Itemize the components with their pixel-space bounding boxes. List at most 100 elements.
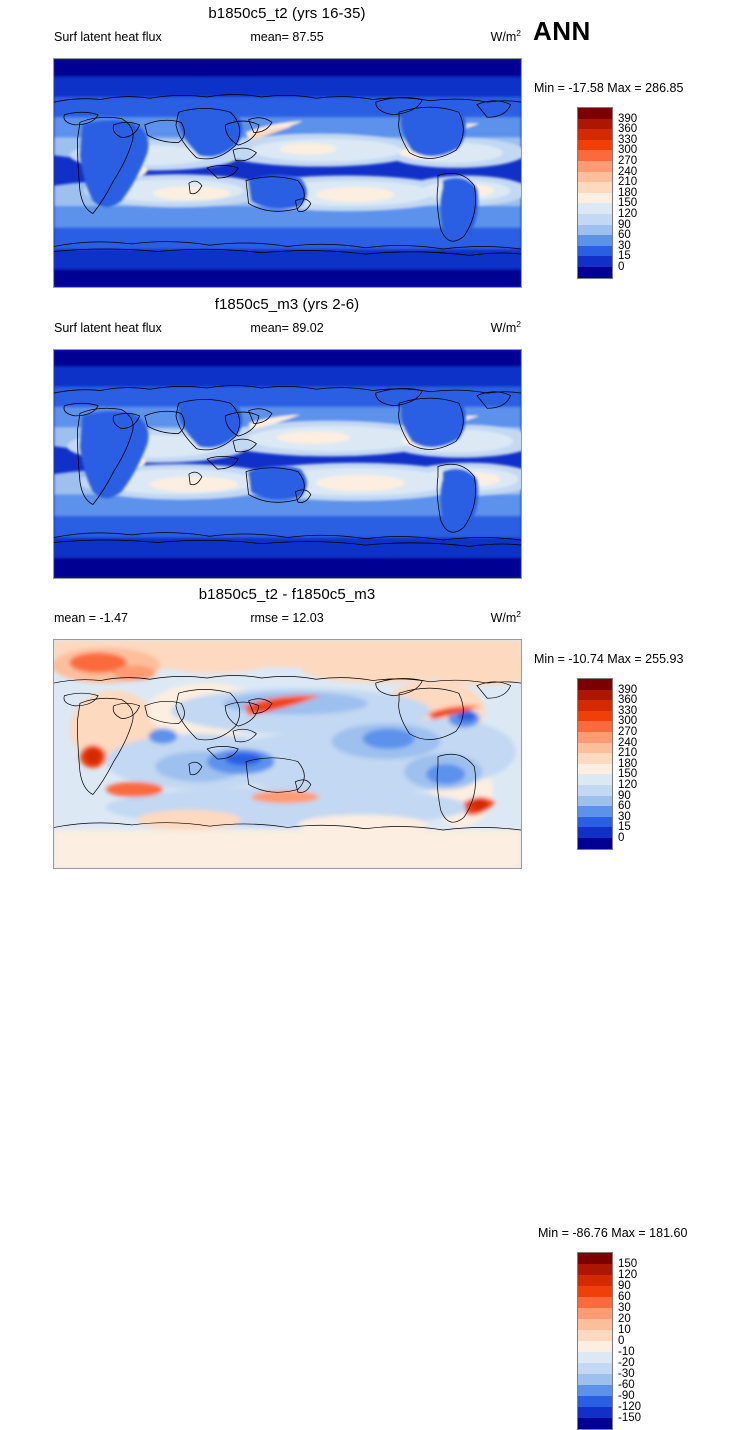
colorbar-band: 150 <box>577 192 637 209</box>
colorbar-tick-label: 210 <box>618 747 638 760</box>
map-svg <box>54 59 521 287</box>
colorbar-band: 30 <box>577 806 631 823</box>
colorbar-tick-label: 15 <box>618 250 631 263</box>
colorbar-tick-label: 300 <box>618 715 638 728</box>
colorbar-tick-label: 360 <box>618 694 638 707</box>
colorbar-band: 90 <box>577 213 631 231</box>
colorbar-tick-label: 90 <box>618 789 631 802</box>
colorbar-band: 270 <box>577 721 637 738</box>
map-canvas-panel-3 <box>53 639 522 869</box>
colorbar-band: 240 <box>577 160 637 178</box>
colorbar-tick-label: -150 <box>618 1412 642 1424</box>
colorbar-tick-label: 300 <box>618 144 638 157</box>
units-label: W/m2 <box>490 27 521 44</box>
colorbar-band: 15 <box>577 816 631 833</box>
colorbar-band: 120 <box>577 774 637 791</box>
colorbar-band: -90 <box>577 1385 635 1402</box>
colorbar-band: -120 <box>577 1396 641 1413</box>
colorbar-tick-label: 60 <box>618 229 631 242</box>
map-svg <box>54 350 521 578</box>
colorbar-tick-label: 15 <box>618 821 631 834</box>
colorbar-tick-label: 0 <box>618 260 625 273</box>
colorbar-band: 300 <box>577 139 637 156</box>
colorbar-tick-label: 150 <box>618 768 638 781</box>
colorbar-band: 360 <box>577 689 637 706</box>
mean-label: mean= 87.55 <box>250 30 324 44</box>
colorbar-band: -150 <box>577 1407 641 1424</box>
panel-difference: b1850c5_t2 - f1850c5_m3 mean = -1.47 rms… <box>0 581 733 1430</box>
colorbar-band: 60 <box>577 224 631 241</box>
colorbar-band: 0 <box>577 827 624 844</box>
colorbar-band: 210 <box>577 742 637 759</box>
colorbar-band: 0 <box>577 256 624 273</box>
colorbar-band: 60 <box>577 1286 631 1303</box>
colorbar-band <box>577 1418 613 1430</box>
colorbar-panel-3[interactable]: 150 120 90 60 30 20 10 0 -10 -20 -30 -60 -90 -120 -150 <box>577 1252 641 1430</box>
colorbar-band: 120 <box>577 203 637 220</box>
colorbar-band: 300 <box>577 710 637 727</box>
colorbar-band: 60 <box>577 795 631 812</box>
panel-f1850c5-m3: f1850c5_m3 (yrs 2-6) Surf latent heat fl… <box>0 291 733 850</box>
map-canvas-panel-2 <box>53 349 522 579</box>
colorbar-band: 150 <box>577 763 637 780</box>
colorbar-tick-label: 390 <box>618 683 638 696</box>
colorbar-band: 10 <box>577 1319 631 1336</box>
colorbar-band: 390 <box>577 107 637 125</box>
colorbar-band: -60 <box>577 1374 635 1391</box>
colorbar-band: 240 <box>577 731 637 749</box>
colorbar-band: 0 <box>577 1330 624 1347</box>
minmax-label: Min = -10.74 Max = 255.93 <box>534 652 684 666</box>
colorbar-panel-1[interactable]: 390 360 330 300 270 240 210 180 150 120 90 60 30 15 0 <box>577 107 637 279</box>
colorbar-tick-label: 360 <box>618 123 638 136</box>
colorbar-band: 330 <box>577 700 637 717</box>
colorbar-tick-label: 180 <box>618 757 638 770</box>
colorbar-tick-label: 270 <box>618 154 638 167</box>
colorbar-tick-label: 180 <box>618 186 638 199</box>
colorbar-band: 20 <box>577 1308 631 1325</box>
colorbar-band: 120 <box>577 1264 637 1281</box>
colorbar-tick-label: 210 <box>618 176 638 189</box>
colorbar-band: -10 <box>577 1341 635 1358</box>
colorbar-band: 15 <box>577 245 631 262</box>
colorbar-tick-label: 120 <box>618 207 638 220</box>
colorbar-tick-label: 30 <box>618 810 631 823</box>
panel-b1850c5-t2: b1850c5_t2 (yrs 16-35) Surf latent heat … <box>0 0 733 291</box>
colorbar-band <box>577 266 613 279</box>
units-label: W/m2 <box>490 608 521 625</box>
colorbar-tick-label: 60 <box>618 800 631 813</box>
map-svg <box>54 640 521 868</box>
colorbar-band: 210 <box>577 171 637 188</box>
colorbar-tick-label: 270 <box>618 725 638 738</box>
colorbar-tick-label: 150 <box>618 197 638 210</box>
map-canvas-panel-1 <box>53 58 522 288</box>
colorbar-band: 270 <box>577 150 637 167</box>
rmse-label: rmse = 12.03 <box>250 611 324 625</box>
panel-title: f1850c5_m3 (yrs 2-6) <box>214 296 360 313</box>
colorbar-tick-label: 330 <box>618 704 638 717</box>
variable-label: Surf latent heat flux <box>54 30 162 44</box>
colorbar-band: 30 <box>577 1297 631 1314</box>
colorbar-tick-label: 30 <box>618 239 631 252</box>
minmax-label: Min = -86.76 Max = 181.60 <box>538 1226 688 1240</box>
colorbar-tick-label: 90 <box>618 218 631 231</box>
colorbar-band: 390 <box>577 678 637 696</box>
colorbar-band: -30 <box>577 1363 635 1380</box>
colorbar-band: 30 <box>577 235 631 252</box>
coastlines <box>54 675 521 831</box>
panel-title: b1850c5_t2 (yrs 16-35) <box>208 5 366 22</box>
colorbar-tick-label: 330 <box>618 133 638 146</box>
colorbar-band: 180 <box>577 753 637 770</box>
season-label: ANN <box>533 16 591 46</box>
mean-label: mean= 89.02 <box>250 321 324 335</box>
colorbar-band: 330 <box>577 129 637 146</box>
units-label: W/m2 <box>490 318 521 335</box>
colorbar-band: 90 <box>577 784 631 802</box>
colorbar-tick-label: 240 <box>618 165 638 178</box>
colorbar-panel-2[interactable]: 390 360 330 300 270 240 210 180 150 120 90 60 30 15 0 <box>577 678 637 850</box>
colorbar-band: 180 <box>577 182 637 199</box>
colorbar-tick-label: 390 <box>618 112 638 125</box>
colorbar-band: 360 <box>577 118 637 135</box>
colorbar-tick-label: 120 <box>618 778 638 791</box>
colorbar-band <box>577 837 613 850</box>
panel-title: b1850c5_t2 - f1850c5_m3 <box>198 586 376 603</box>
